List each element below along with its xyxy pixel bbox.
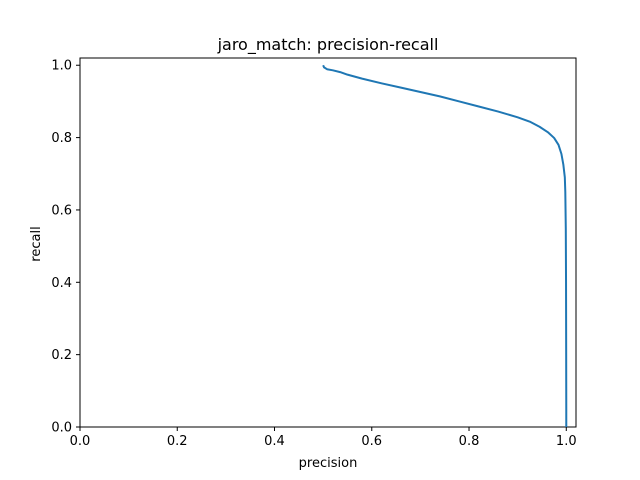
y-tick-label: 0.8 <box>51 131 72 146</box>
plot-area-frame <box>79 57 577 428</box>
y-tick-label: 1.0 <box>51 59 72 74</box>
x-axis-title: precision <box>299 456 358 471</box>
x-tick-label: 0.6 <box>361 434 382 449</box>
x-tick-label: 1.0 <box>556 434 577 449</box>
x-tick-label: 0.0 <box>70 434 91 449</box>
chart-title: jaro_match: precision-recall <box>217 35 439 55</box>
y-tick-label: 0.6 <box>51 203 72 218</box>
y-axis-title: recall <box>29 226 44 261</box>
x-axis: 0.0 0.2 0.4 0.6 0.8 1.0 <box>70 427 577 449</box>
y-tick-label: 0.2 <box>51 348 72 363</box>
y-tick-label: 0.4 <box>51 276 72 291</box>
x-tick-label: 0.4 <box>264 434 285 449</box>
x-tick-label: 0.2 <box>167 434 188 449</box>
y-tick-label: 0.0 <box>51 421 72 436</box>
x-tick-label: 0.8 <box>459 434 480 449</box>
series-layer <box>322 64 568 427</box>
y-axis: 0.0 0.2 0.4 0.6 0.8 1.0 <box>51 59 80 436</box>
precision-recall-curve <box>322 64 568 427</box>
